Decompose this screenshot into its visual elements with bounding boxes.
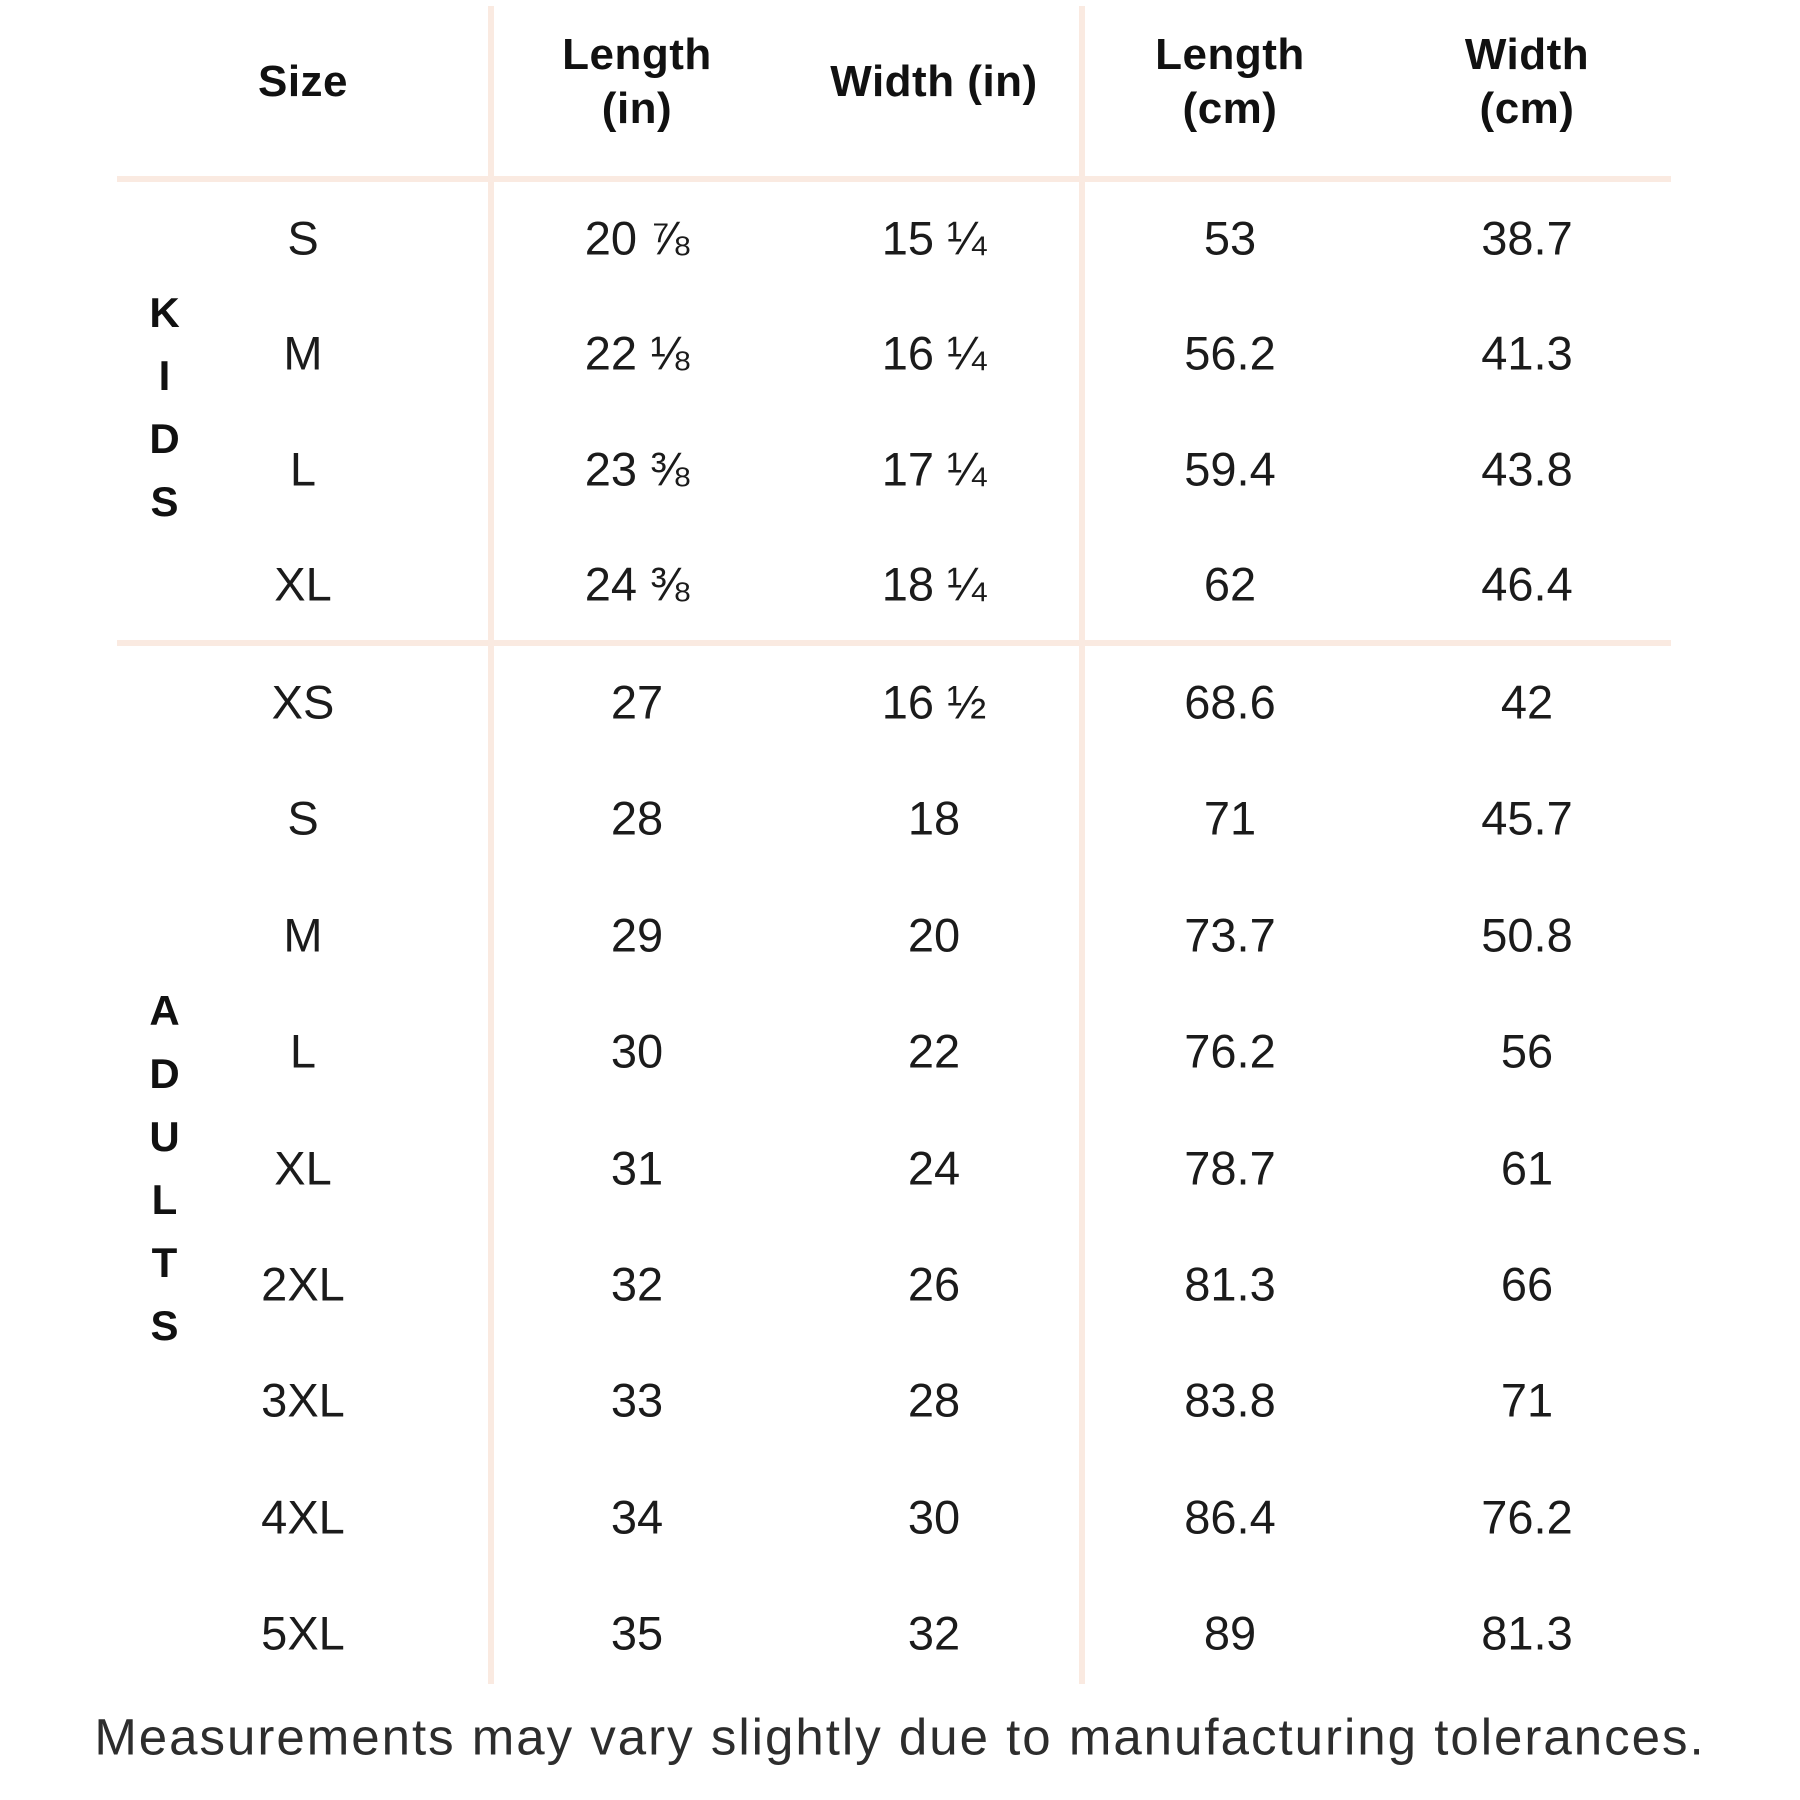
group-letter: D [149, 1050, 181, 1097]
table-cell-width_cm: 81.3 [1481, 1606, 1573, 1660]
table-cell-width_cm: 42 [1500, 675, 1554, 729]
group-letter: D [149, 415, 181, 462]
group-letter: U [149, 1113, 181, 1160]
divider-vertical-left [488, 6, 494, 1684]
table-cell-width_in: 24 [907, 1141, 961, 1195]
table-cell-width_in: 17 ¼ [881, 442, 987, 496]
column-header-length-in-line1: Length [562, 30, 712, 79]
table-cell-length_cm: 76.2 [1184, 1024, 1276, 1078]
table-cell-width_in: 16 ½ [881, 675, 987, 729]
table-cell-width_cm: 41.3 [1481, 326, 1573, 380]
table-cell-length_cm: 59.4 [1184, 442, 1276, 496]
column-header-length-cm-line1: Length [1155, 30, 1305, 79]
table-cell-width_cm: 38.7 [1481, 211, 1573, 265]
column-header-length-cm: Length (cm) [1155, 28, 1305, 136]
row-size-label: 5XL [261, 1606, 345, 1660]
divider-horizontal-header [117, 176, 1671, 182]
table-cell-width_cm: 61 [1500, 1141, 1554, 1195]
row-size-label: S [287, 791, 319, 845]
table-cell-length_in: 32 [610, 1257, 664, 1311]
column-header-width-cm: Width (cm) [1465, 28, 1589, 136]
table-cell-length_in: 22 ⅛ [584, 326, 690, 380]
row-size-label: XL [274, 1141, 332, 1195]
table-cell-length_in: 33 [610, 1373, 664, 1427]
table-cell-length_cm: 68.6 [1184, 675, 1276, 729]
table-cell-width_cm: 50.8 [1481, 908, 1573, 962]
table-cell-width_in: 26 [907, 1257, 961, 1311]
table-cell-length_cm: 56.2 [1184, 326, 1276, 380]
table-cell-width_in: 22 [907, 1024, 961, 1078]
table-cell-length_cm: 53 [1203, 211, 1257, 265]
table-cell-length_cm: 78.7 [1184, 1141, 1276, 1195]
column-header-width-in: Width (in) [830, 55, 1037, 109]
row-size-label: XL [274, 557, 332, 611]
table-cell-length_cm: 71 [1203, 791, 1257, 845]
divider-vertical-right [1079, 6, 1085, 1684]
column-header-width-cm-line1: Width [1464, 30, 1590, 79]
group-letter: S [150, 1302, 180, 1349]
table-cell-length_in: 20 ⅞ [584, 211, 690, 265]
table-cell-length_cm: 86.4 [1184, 1490, 1276, 1544]
table-cell-width_cm: 66 [1500, 1257, 1554, 1311]
table-cell-length_cm: 73.7 [1184, 908, 1276, 962]
group-letter: K [149, 289, 181, 336]
column-header-size: Size [258, 55, 348, 109]
divider-horizontal-kids-adults [117, 640, 1671, 646]
group-letter: T [151, 1239, 179, 1286]
footer-note: Measurements may vary slightly due to ma… [94, 1708, 1706, 1766]
table-cell-width_cm: 46.4 [1481, 557, 1573, 611]
table-cell-width_in: 16 ¼ [881, 326, 987, 380]
table-cell-length_in: 28 [610, 791, 664, 845]
row-size-label: 3XL [261, 1373, 345, 1427]
table-cell-width_in: 30 [907, 1490, 961, 1544]
table-cell-length_in: 31 [610, 1141, 664, 1195]
table-cell-width_cm: 76.2 [1481, 1490, 1573, 1544]
row-size-label: M [283, 908, 323, 962]
table-cell-length_in: 34 [610, 1490, 664, 1544]
column-header-size-line1: Size [257, 57, 349, 106]
table-cell-length_cm: 89 [1203, 1606, 1257, 1660]
table-cell-length_in: 35 [610, 1606, 664, 1660]
group-letter: S [150, 478, 180, 525]
table-cell-width_cm: 71 [1500, 1373, 1554, 1427]
table-cell-width_cm: 45.7 [1481, 791, 1573, 845]
row-size-label: 4XL [261, 1490, 345, 1544]
table-cell-length_in: 27 [610, 675, 664, 729]
group-letter: L [151, 1176, 179, 1223]
row-size-label: 2XL [261, 1257, 345, 1311]
table-cell-width_in: 28 [907, 1373, 961, 1427]
group-letter: I [158, 352, 172, 399]
row-size-label: S [287, 211, 319, 265]
column-header-length-in-line2: (in) [601, 84, 673, 133]
row-size-label: L [289, 442, 317, 496]
column-header-width-in-line1: Width (in) [830, 57, 1038, 106]
row-size-label: M [283, 326, 323, 380]
table-cell-width_in: 15 ¼ [881, 211, 987, 265]
table-cell-length_cm: 81.3 [1184, 1257, 1276, 1311]
table-cell-width_in: 20 [907, 908, 961, 962]
table-cell-width_in: 18 [907, 791, 961, 845]
row-size-label: XS [271, 675, 335, 729]
table-cell-width_cm: 56 [1500, 1024, 1554, 1078]
table-cell-width_in: 32 [907, 1606, 961, 1660]
column-header-width-cm-line2: (cm) [1479, 84, 1575, 133]
table-cell-length_in: 30 [610, 1024, 664, 1078]
table-cell-length_in: 29 [610, 908, 664, 962]
row-size-label: L [289, 1024, 317, 1078]
column-header-length-in: Length (in) [562, 28, 712, 136]
table-cell-width_in: 18 ¼ [881, 557, 987, 611]
table-cell-length_cm: 62 [1203, 557, 1257, 611]
table-cell-length_in: 24 ⅜ [584, 557, 690, 611]
table-cell-width_cm: 43.8 [1481, 442, 1573, 496]
table-cell-length_cm: 83.8 [1184, 1373, 1276, 1427]
column-header-length-cm-line2: (cm) [1182, 84, 1278, 133]
table-cell-length_in: 23 ⅜ [584, 442, 690, 496]
group-letter: A [149, 987, 181, 1034]
